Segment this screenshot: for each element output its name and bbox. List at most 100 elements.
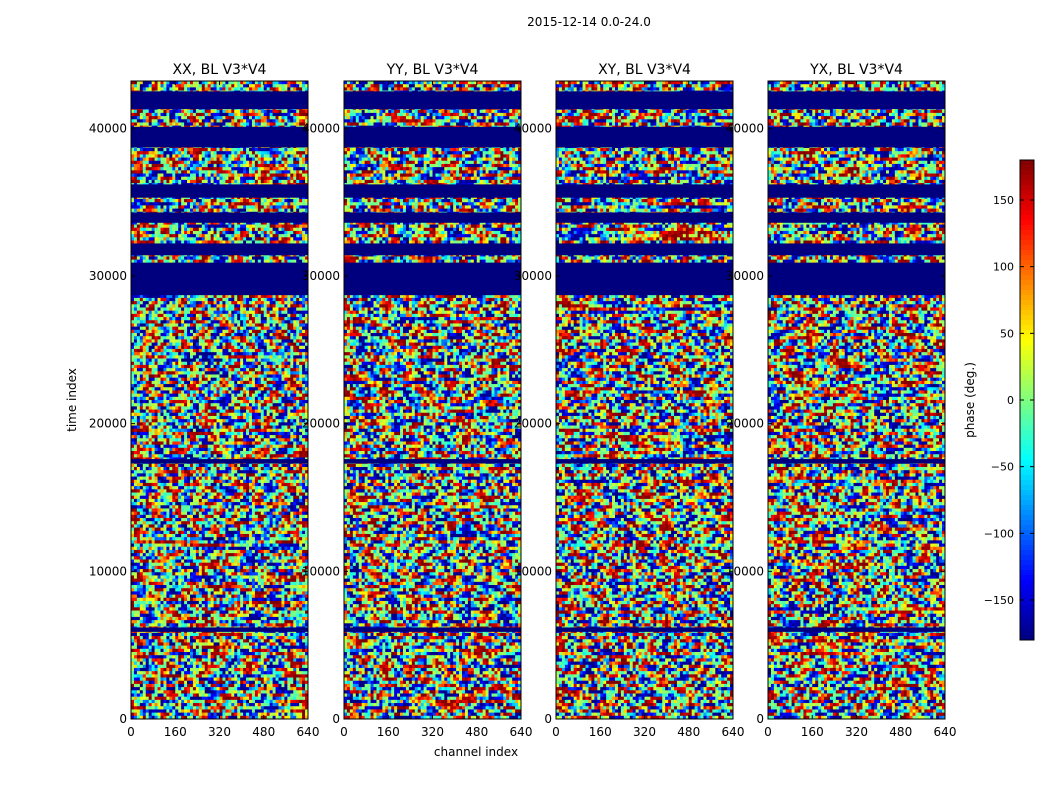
colorbar-segment: [1020, 315, 1034, 321]
colorbar-segment: [1020, 595, 1034, 601]
colorbar-segment: [1020, 420, 1034, 426]
colorbar-segment: [1020, 240, 1034, 246]
flagged-band: [768, 627, 945, 632]
y-tick-label: 20000: [89, 417, 127, 431]
flagged-band: [768, 184, 945, 198]
colorbar-segment: [1020, 405, 1034, 411]
colorbar-segment: [1020, 165, 1034, 171]
colorbar-segment: [1020, 350, 1034, 356]
colorbar-segment: [1020, 585, 1034, 591]
colorbar-segment: [1020, 565, 1034, 571]
colorbar-label: phase (deg.): [963, 362, 977, 438]
colorbar-segment: [1020, 450, 1034, 456]
flagged-band: [344, 262, 521, 296]
colorbar-segment: [1020, 290, 1034, 296]
panel-1-phase-image: [131, 81, 309, 720]
colorbar-segment: [1020, 270, 1034, 276]
colorbar-segment: [1020, 470, 1034, 476]
y-tick-label: 40000: [514, 121, 552, 135]
flagged-band: [556, 126, 733, 148]
flagged-band: [768, 262, 945, 296]
colorbar-segment: [1020, 180, 1034, 186]
x-tick-label: 320: [845, 725, 868, 739]
colorbar-segment: [1020, 385, 1034, 391]
flagged-band: [344, 212, 521, 223]
panel-title: XY, BL V3*V4: [598, 62, 691, 78]
colorbar-tick-label: 150: [993, 194, 1014, 207]
y-tick-label: 40000: [302, 121, 340, 135]
y-tick-label: 0: [119, 712, 127, 726]
panel-3: XY, BL V3*V4 0 160 320 480 640 0 10000 20000 3000…: [514, 62, 745, 739]
colorbar-segment: [1020, 300, 1034, 306]
x-tick-label: 480: [465, 725, 488, 739]
colorbar-segment: [1020, 400, 1034, 406]
x-tick-label: 480: [252, 725, 275, 739]
colorbar-segment: [1020, 175, 1034, 181]
panel-title: XX, BL V3*V4: [173, 62, 267, 78]
panel-4-phase-image: [768, 81, 946, 720]
x-tick-label: 0: [127, 725, 135, 739]
colorbar-segment: [1020, 375, 1034, 381]
y-tick-label: 10000: [302, 564, 340, 578]
colorbar-tick-label: 50: [1000, 327, 1014, 340]
y-tick-label: 10000: [514, 564, 552, 578]
flagged-band: [556, 184, 733, 198]
colorbar-segment: [1020, 580, 1034, 586]
colorbar-segment: [1020, 215, 1034, 221]
colorbar-segment: [1020, 220, 1034, 226]
colorbar-segment: [1020, 255, 1034, 261]
colorbar-segment: [1020, 230, 1034, 236]
flagged-band: [556, 262, 733, 296]
y-tick-label: 10000: [726, 564, 764, 578]
flagged-band: [768, 459, 945, 464]
y-tick-label: 20000: [302, 417, 340, 431]
colorbar-segment: [1020, 345, 1034, 351]
panel-3-phase-image: [556, 81, 734, 720]
colorbar-segment: [1020, 380, 1034, 386]
colorbar-segment: [1020, 235, 1034, 241]
colorbar-tick-label: −50: [991, 461, 1014, 474]
panel-title: YY, BL V3*V4: [386, 62, 479, 78]
x-tick-label: 640: [297, 725, 320, 739]
colorbar-segment: [1020, 320, 1034, 326]
colorbar-segment: [1020, 545, 1034, 551]
colorbar-segment: [1020, 245, 1034, 251]
flagged-band: [131, 627, 308, 632]
colorbar-segment: [1020, 495, 1034, 501]
flagged-band: [344, 91, 521, 110]
colorbar-segment: [1020, 225, 1034, 231]
colorbar-segment: [1020, 615, 1034, 621]
colorbar-segment: [1020, 170, 1034, 176]
flagged-band: [768, 91, 945, 110]
colorbar-segment: [1020, 330, 1034, 336]
colorbar-segment: [1020, 335, 1034, 341]
colorbar-segment: [1020, 465, 1034, 471]
colorbar-segment: [1020, 570, 1034, 576]
panel-2-phase-image: [344, 81, 522, 720]
flagged-band: [768, 212, 945, 223]
colorbar-segment: [1020, 355, 1034, 361]
colorbar-tick-label: 100: [993, 261, 1014, 274]
panel-2: YY, BL V3*V4 0 160 320 480 640 0 10000 20000 3000…: [302, 62, 533, 739]
x-tick-label: 0: [552, 725, 560, 739]
flagged-band: [556, 459, 733, 464]
flagged-band: [344, 184, 521, 198]
x-tick-label: 320: [421, 725, 444, 739]
flagged-band: [344, 243, 521, 256]
colorbar: −150 −100 −50 0 50 100 150: [984, 159, 1035, 641]
flagged-band: [556, 243, 733, 256]
colorbar-segment: [1020, 540, 1034, 546]
colorbar-segment: [1020, 630, 1034, 636]
y-tick-label: 30000: [726, 269, 764, 283]
x-tick-label: 640: [934, 725, 957, 739]
colorbar-segment: [1020, 425, 1034, 431]
panel-4: YX, BL V3*V4 0 160 320 480 640 0 10000 20000 3000…: [726, 62, 957, 739]
colorbar-segment: [1020, 475, 1034, 481]
colorbar-segment: [1020, 440, 1034, 446]
x-tick-label: 480: [677, 725, 700, 739]
flagged-band: [131, 243, 308, 256]
colorbar-segment: [1020, 510, 1034, 516]
colorbar-segment: [1020, 530, 1034, 536]
colorbar-segment: [1020, 185, 1034, 191]
